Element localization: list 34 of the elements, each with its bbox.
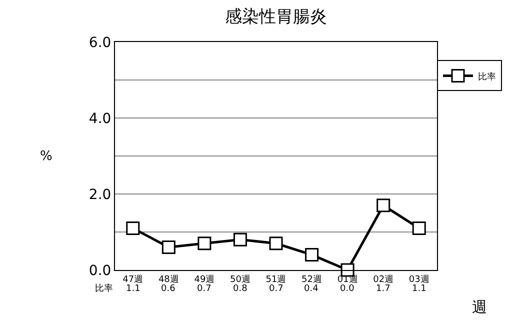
text: 比率 (95, 284, 113, 294)
data-label: 0.4 (304, 284, 319, 294)
x-tick-label: 03週 (408, 274, 430, 285)
y-tick-label: 6.0 (88, 34, 112, 51)
point (198, 236, 212, 250)
data-label: 0.7 (197, 284, 212, 294)
x-axis-title: 週 (472, 298, 487, 316)
point (269, 236, 283, 250)
y-tick-label: 4.0 (88, 110, 112, 127)
data-label: 1.7 (376, 284, 390, 294)
data-label: 0.7 (269, 284, 284, 294)
y-tick-label: 2.0 (88, 186, 112, 203)
point (162, 240, 176, 254)
x-tick-label: 50週 (230, 274, 250, 285)
point (376, 198, 390, 212)
x-tick-label: 02週 (373, 274, 394, 285)
point (126, 221, 140, 235)
x-tick-label: 48週 (158, 274, 179, 285)
data-label: 0.6 (161, 284, 176, 294)
point (233, 232, 247, 246)
legend-label: 比率 (478, 71, 496, 82)
data-label: 0.0 (340, 284, 355, 294)
x-tick-label: 47週 (122, 274, 144, 285)
data-label: 1.1 (412, 284, 426, 294)
y-tick-label: 0.0 (88, 262, 112, 279)
x-tick-label: 52週 (302, 274, 322, 285)
x-tick-label: 49週 (194, 274, 215, 285)
data-label: 0.8 (233, 284, 248, 294)
y-axis-title: % (40, 149, 52, 164)
chart-title: 感染性胃腸炎 (225, 6, 327, 27)
x-tick-label: 51週 (266, 274, 286, 285)
point (412, 221, 426, 235)
point (305, 248, 319, 262)
data-label: 1.1 (126, 284, 140, 294)
